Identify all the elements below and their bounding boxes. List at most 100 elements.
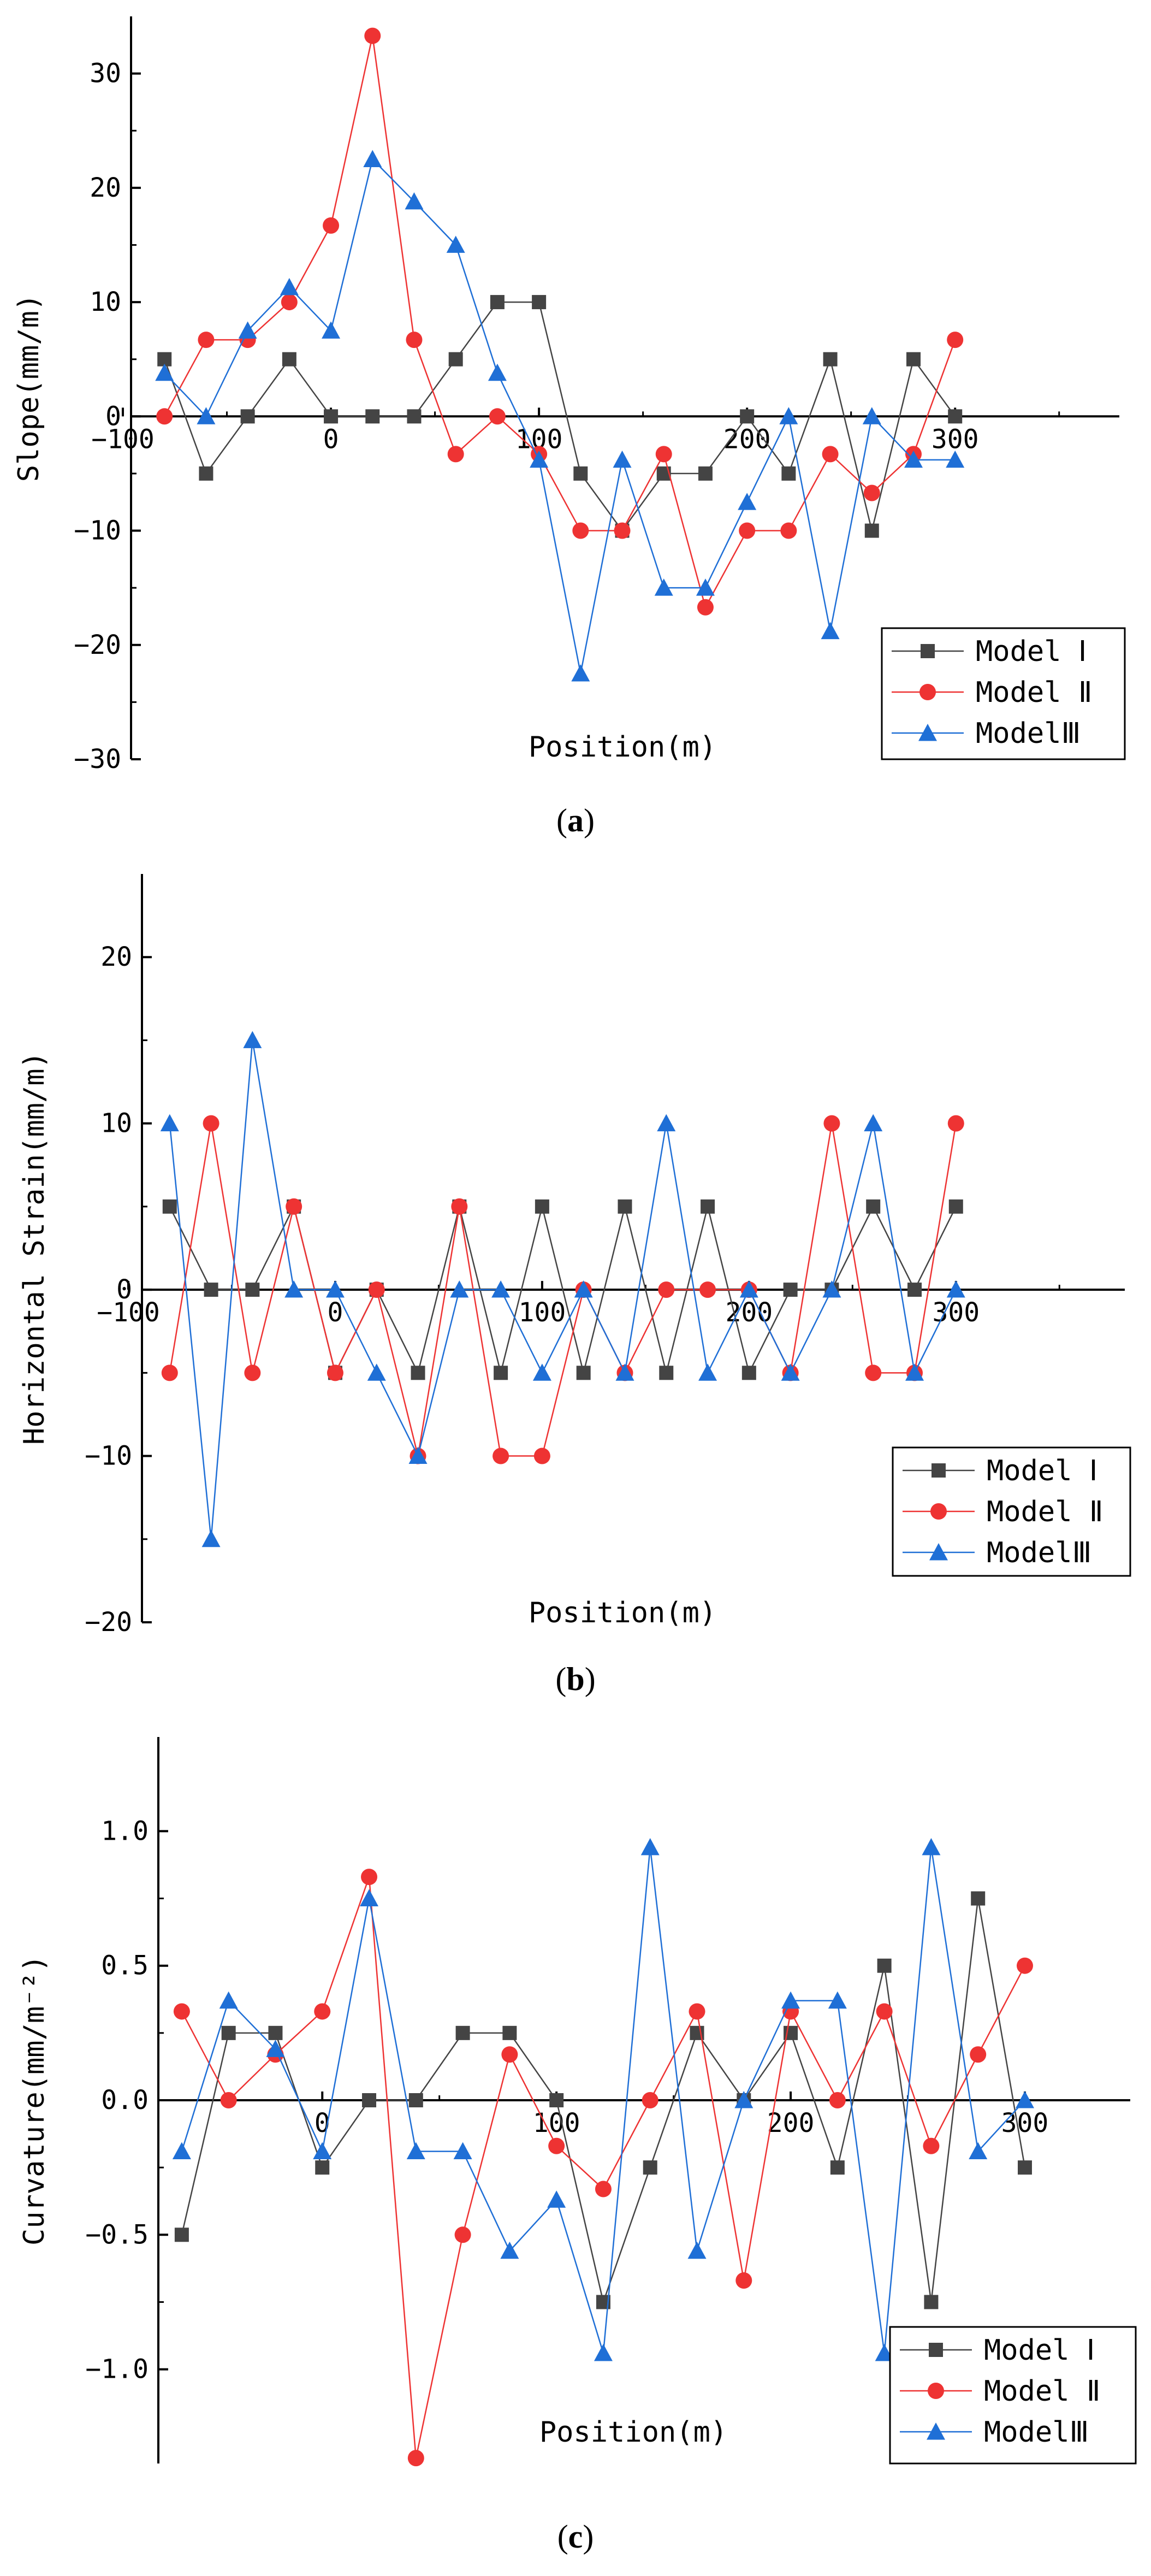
data-point (735, 2272, 752, 2289)
data-point (701, 1199, 715, 1214)
data-point (453, 2142, 472, 2160)
data-point (948, 409, 963, 424)
data-point (924, 2295, 939, 2309)
data-point (547, 2190, 566, 2208)
legend-label: Model Ⅰ (984, 2334, 1095, 2367)
data-point (1015, 2091, 1034, 2108)
data-point (532, 1363, 551, 1381)
data-point (864, 1114, 883, 1132)
data-point (576, 1366, 591, 1380)
legend-marker (927, 2423, 945, 2440)
data-point (642, 2092, 658, 2108)
x-axis-title: Position(m) (529, 731, 716, 764)
y-tick-label: 20 (90, 173, 121, 203)
caption-c: (c) (557, 2519, 594, 2555)
data-point (971, 1891, 986, 1906)
data-point (243, 1031, 262, 1048)
data-point (244, 1364, 261, 1381)
data-point (161, 1364, 178, 1381)
data-point (657, 1114, 676, 1132)
data-point (405, 192, 424, 210)
data-point (280, 277, 299, 296)
data-point (501, 2046, 518, 2063)
panel-c: −1.0 −0.5 0.0 0.5 1.0 0 100 200 300 Position(m) Cu… (0, 1737, 1151, 2513)
data-point (698, 466, 713, 481)
legend-label: Model Ⅱ (984, 2375, 1100, 2408)
data-point (658, 1281, 675, 1298)
data-point (877, 1958, 892, 1973)
data-point (595, 2181, 612, 2197)
caption-b-letter: b (566, 1661, 585, 1697)
legend-marker (929, 1543, 948, 1561)
data-point (446, 235, 465, 253)
y-tick-label: 0 (116, 1274, 132, 1305)
data-point (197, 407, 216, 424)
data-point (969, 2142, 988, 2160)
data-point (739, 522, 756, 539)
legend-marker (919, 684, 936, 700)
data-point (532, 295, 547, 310)
data-point (906, 352, 921, 367)
data-point (268, 2025, 283, 2040)
data-point (875, 2344, 894, 2361)
data-point (174, 2228, 189, 2242)
series-3 (160, 1031, 965, 1547)
data-point (614, 522, 631, 539)
data-point (659, 1366, 674, 1380)
data-point (365, 409, 380, 424)
data-point (313, 2142, 332, 2160)
data-point (907, 1283, 922, 1297)
series-1 (157, 295, 963, 538)
data-point (615, 1363, 634, 1381)
data-point (822, 446, 839, 463)
y-tick-label: 30 (90, 58, 121, 89)
data-point (739, 1280, 758, 1298)
data-point (367, 1363, 386, 1381)
data-point (408, 1446, 428, 1464)
data-point (618, 1199, 632, 1214)
y-tick-label: −20 (74, 630, 121, 660)
curvature-chart: −1.0−0.50.00.51.00 100 200 300Position(m)Cu… (18, 1737, 1137, 2467)
data-point (488, 363, 507, 381)
data-point (162, 1199, 177, 1214)
data-point (780, 522, 797, 539)
data-point (905, 1363, 924, 1381)
series-3 (172, 1838, 1034, 2361)
data-point (448, 352, 463, 367)
data-point (571, 664, 590, 682)
data-point (493, 1447, 509, 1464)
x-axis-title: Position(m) (539, 2416, 727, 2449)
x-tick-label: 100 (519, 1297, 566, 1328)
data-point (1017, 2160, 1032, 2175)
data-point (368, 1281, 385, 1298)
data-point (489, 408, 506, 425)
data-point (450, 1280, 469, 1298)
data-point (535, 1199, 549, 1214)
data-point (696, 578, 715, 596)
data-point (741, 1366, 756, 1380)
data-point (574, 1280, 593, 1298)
data-point (640, 1838, 660, 1856)
data-point (734, 2091, 754, 2108)
legend-label: Model Ⅱ (987, 1496, 1103, 1528)
legend-marker (921, 644, 935, 658)
data-point (490, 295, 505, 310)
caption-c-letter: c (568, 2519, 583, 2555)
data-point (407, 409, 422, 424)
data-point (360, 1889, 379, 1907)
legend-label: ModelⅢ (987, 1537, 1091, 1569)
data-point (533, 1447, 550, 1464)
series-line (164, 301, 956, 532)
data-point (219, 1991, 238, 2009)
data-point (160, 1114, 179, 1132)
legend: Model Ⅰ Model Ⅱ ModelⅢ (881, 627, 1126, 760)
series-1 (174, 1891, 1032, 2309)
data-point (829, 2092, 846, 2108)
data-point (821, 622, 840, 640)
x-tick-label: 0 (327, 1297, 343, 1328)
data-point (173, 2003, 190, 2020)
data-point (361, 1869, 378, 1886)
